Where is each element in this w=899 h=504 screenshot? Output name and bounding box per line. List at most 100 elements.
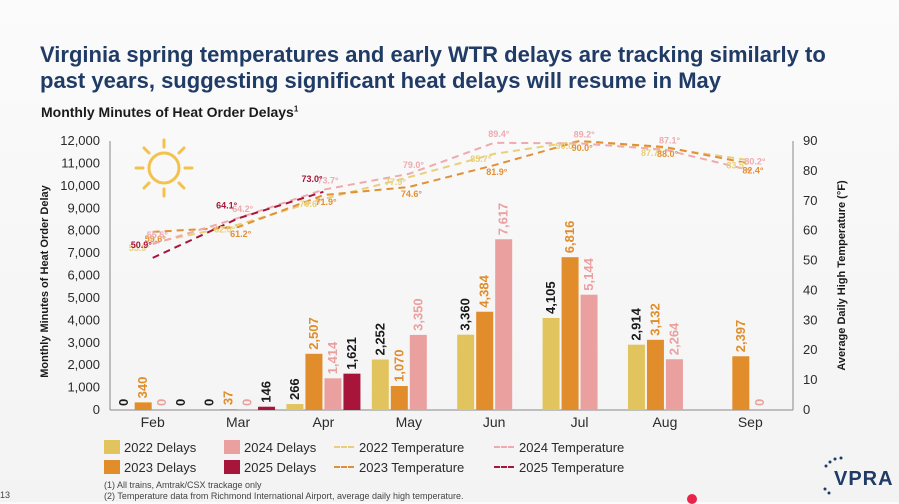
y-tick-label: 1,000: [67, 380, 100, 395]
bar: [476, 311, 494, 410]
temperature-data-label: 50.9°: [131, 240, 153, 250]
bar: [371, 359, 389, 410]
y2-tick-label: 80: [803, 163, 817, 178]
bar-data-label: 37: [221, 391, 236, 405]
legend-label: 2023 Temperature: [359, 460, 465, 475]
y-axis-title: Monthly Minutes of Heat Order Delay: [39, 184, 51, 377]
temperature-data-label: 90.0°: [572, 143, 594, 153]
bar-data-label: 0: [116, 399, 131, 406]
bar: [665, 359, 683, 410]
legend-swatch: [494, 466, 514, 468]
legend-item: 2024 Delays: [224, 440, 316, 458]
temperature-data-label: 88.0°: [657, 149, 679, 159]
chart-legend: 2022 Delays 2024 Delays 2022 Temperature 20…: [104, 440, 644, 480]
temperature-data-label: 73.0°: [301, 174, 323, 184]
temperature-data-label: 55.9°: [129, 243, 151, 253]
legend-item: 2022 Delays: [104, 440, 196, 458]
chart-subtitle-text: Monthly Minutes of Heat Order Delays: [41, 104, 294, 120]
bar: [305, 353, 323, 410]
y2-tick-label: 10: [803, 372, 817, 387]
bar: [390, 386, 408, 410]
footnote-marker: 1: [293, 104, 299, 114]
bar-data-label: 146: [259, 381, 274, 403]
y-tick-label: 5,000: [67, 290, 100, 305]
temperature-data-label: 83.5°: [726, 160, 748, 170]
legend-label: 2025 Delays: [244, 460, 317, 475]
temperature-data-label: 81.9°: [486, 167, 508, 177]
bar-data-label: 4,105: [543, 281, 558, 314]
y-tick-label: 6,000: [67, 268, 100, 283]
footnote-1: (1) All trains, Amtrak/CSX trackage only: [104, 480, 262, 490]
bar-data-label: 1,621: [344, 337, 359, 370]
legend-label: 2022 Delays: [124, 440, 197, 455]
legend-label: 2024 Temperature: [519, 440, 625, 455]
bar: [409, 334, 427, 410]
y-tick-label: 8,000: [67, 223, 100, 238]
bar-data-label: 0: [752, 399, 767, 406]
legend-item: 2025 Delays: [224, 460, 316, 478]
legend-label: 2023 Delays: [124, 460, 197, 475]
x-tick-label: Jul: [571, 414, 589, 430]
bar: [542, 317, 560, 410]
sun-icon: [134, 138, 194, 198]
legend-swatch: [334, 466, 354, 468]
temperature-data-label: 82.4°: [742, 166, 764, 176]
legend-label: 2024 Delays: [244, 440, 317, 455]
bar-data-label: 2,914: [628, 307, 643, 340]
temperature-data-label: 77.9°: [385, 177, 407, 187]
footnote-2: (2) Temperature data from Richmond Inter…: [104, 491, 464, 501]
temperature-data-label: 74.6°: [401, 189, 423, 199]
bar: [457, 334, 475, 410]
cursor-dot: [687, 494, 697, 504]
bar-data-label: 340: [135, 377, 150, 399]
y-tick-label: 2,000: [67, 357, 100, 372]
x-tick-label: Apr: [313, 414, 335, 430]
y2-tick-label: 60: [803, 223, 817, 238]
legend-item: 2022 Temperature: [334, 440, 464, 458]
x-tick-label: May: [396, 414, 422, 430]
y-tick-label: 3,000: [67, 335, 100, 350]
y-tick-label: 4,000: [67, 312, 100, 327]
bar: [343, 373, 361, 410]
bar: [732, 356, 750, 410]
temperature-data-label: 90.0°: [556, 141, 578, 151]
temperature-data-label: 79.0°: [403, 160, 425, 170]
y2-tick-label: 0: [803, 402, 810, 417]
heat-delay-chart: 0 1,000 2,000 3,000 4,000 5,000 6,000 7,000 8,00…: [39, 129, 848, 430]
bar-data-label: 3,360: [458, 298, 473, 331]
legend-item: 2024 Temperature: [494, 440, 624, 458]
bar-data-label: 1,414: [325, 341, 340, 374]
chart-subtitle: Monthly Minutes of Heat Order Delays1: [41, 104, 298, 120]
vpra-logo: VPRA: [822, 456, 894, 496]
bar: [134, 402, 152, 410]
bar-data-label: 7,617: [496, 203, 511, 236]
temperature-data-label: 89.2°: [574, 129, 596, 139]
legend-swatch: [494, 446, 514, 448]
bar-data-label: 2,252: [372, 323, 387, 356]
y-tick-label: 9,000: [67, 200, 100, 215]
legend-label: 2025 Temperature: [519, 460, 625, 475]
page-number: 13: [0, 490, 11, 500]
bar: [580, 294, 598, 410]
temperature-data-label: 80.2°: [744, 156, 766, 166]
temperature-data-label: 87.1°: [659, 136, 681, 146]
temperature-data-label: 71.9°: [315, 197, 337, 207]
bar-data-label: 266: [287, 378, 302, 400]
temperature-data-label: 64.2°: [232, 204, 254, 214]
bar: [495, 239, 513, 410]
legend-label: 2022 Temperature: [359, 440, 465, 455]
temperature-data-label: 55.5°: [147, 230, 169, 240]
bar-data-label: 2,397: [733, 320, 748, 353]
bar-data-label: 0: [154, 399, 169, 406]
temperature-data-label: 85.7°: [470, 154, 492, 164]
x-tick-label: Sep: [738, 414, 763, 430]
bar-data-label: 4,384: [477, 274, 492, 307]
temperature-line: [152, 139, 751, 233]
bar-data-label: 3,132: [647, 303, 662, 336]
legend-swatch: [104, 440, 120, 454]
y2-tick-label: 70: [803, 193, 817, 208]
bar: [220, 409, 238, 410]
temperature-data-label: 87.7°: [641, 148, 663, 158]
bar-data-label: 5,144: [581, 257, 596, 290]
